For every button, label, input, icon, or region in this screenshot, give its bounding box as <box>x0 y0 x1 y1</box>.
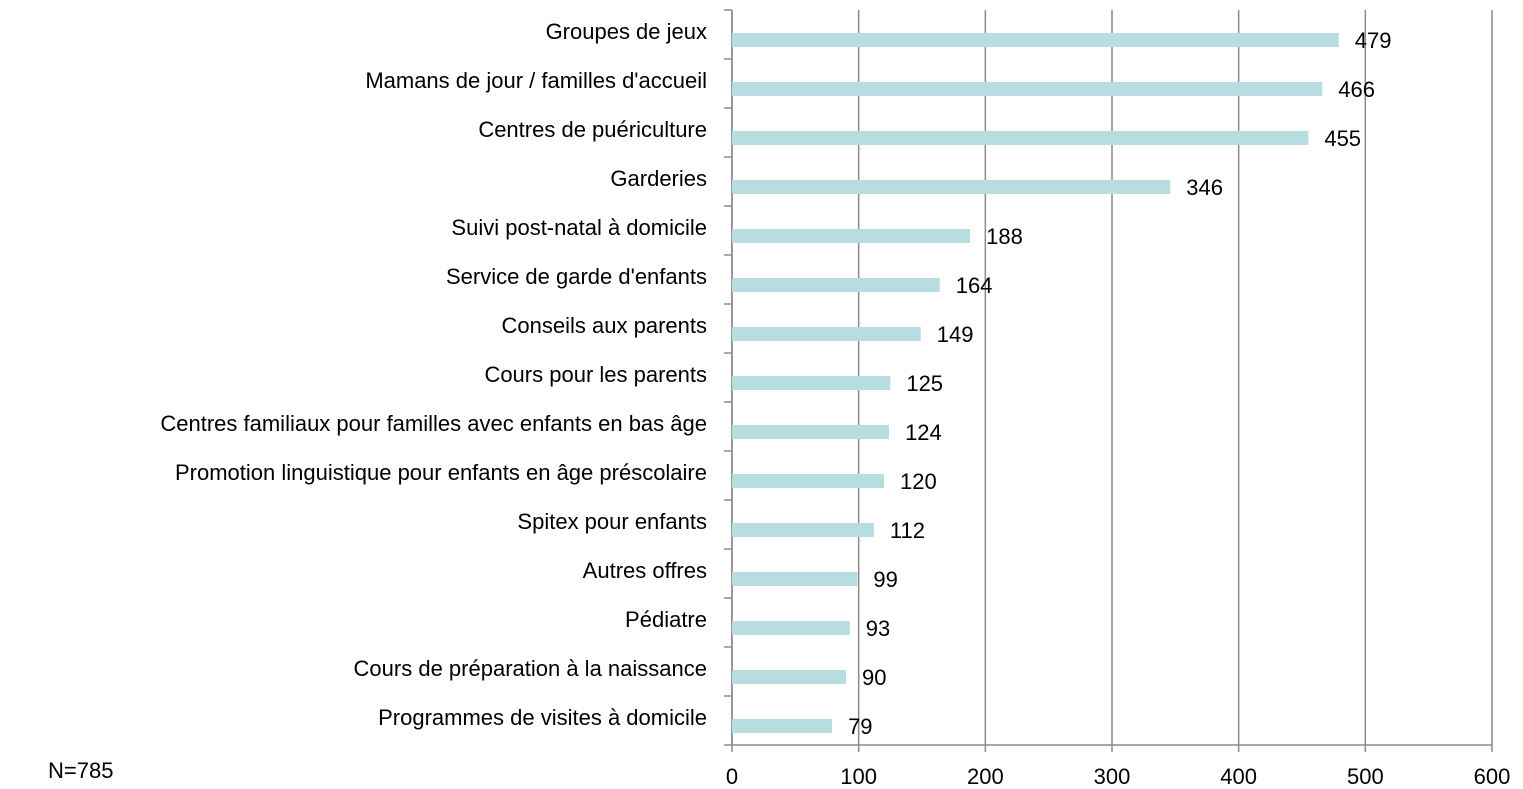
value-label: 164 <box>956 273 993 298</box>
y-tick-label: Groupes de jeux <box>546 19 707 44</box>
value-label: 124 <box>905 420 942 445</box>
y-tick-label: Pédiatre <box>625 607 707 632</box>
bar <box>732 572 858 586</box>
value-label: 455 <box>1324 126 1361 151</box>
y-tick-label: Centres de puériculture <box>478 117 707 142</box>
y-tick-label: Programmes de visites à domicile <box>378 705 707 730</box>
bar <box>732 670 846 684</box>
bar <box>732 719 833 733</box>
x-tick-label: 100 <box>840 764 877 789</box>
bar <box>732 523 874 537</box>
y-tick-label: Mamans de jour / familles d'accueil <box>365 68 707 93</box>
value-label: 479 <box>1355 28 1392 53</box>
value-label: 93 <box>866 616 890 641</box>
value-label: 149 <box>937 322 974 347</box>
y-tick-label: Garderies <box>610 166 707 191</box>
value-label: 99 <box>873 567 897 592</box>
bar <box>732 33 1339 47</box>
y-tick-label: Conseils aux parents <box>502 313 707 338</box>
y-tick-label: Cours de préparation à la naissance <box>354 656 707 681</box>
bar <box>732 425 890 439</box>
value-label: 346 <box>1186 175 1223 200</box>
bar <box>732 621 850 635</box>
value-label: 188 <box>986 224 1023 249</box>
y-tick-label: Cours pour les parents <box>484 362 707 387</box>
x-tick-label: 200 <box>967 764 1004 789</box>
y-tick-label: Spitex pour enfants <box>517 509 707 534</box>
bar <box>732 474 884 488</box>
bar <box>732 229 971 243</box>
value-label: 79 <box>848 714 872 739</box>
value-label: 125 <box>906 371 943 396</box>
x-tick-label: 600 <box>1474 764 1511 789</box>
x-tick-label: 500 <box>1347 764 1384 789</box>
y-tick-label: Centres familiaux pour familles avec enf… <box>160 411 707 436</box>
y-tick-label: Service de garde d'enfants <box>446 264 707 289</box>
bar <box>732 327 921 341</box>
value-label: 112 <box>890 518 925 543</box>
y-tick-label: Suivi post-natal à domicile <box>451 215 707 240</box>
x-tick-label: 300 <box>1094 764 1131 789</box>
bar <box>732 131 1309 145</box>
bar <box>732 376 891 390</box>
y-tick-label: Autres offres <box>583 558 707 583</box>
y-tick-label: Promotion linguistique pour enfants en â… <box>175 460 707 485</box>
x-tick-label: 400 <box>1220 764 1257 789</box>
bar <box>732 82 1323 96</box>
value-label: 120 <box>900 469 937 494</box>
bar <box>732 180 1171 194</box>
value-label: 90 <box>862 665 886 690</box>
value-label: 466 <box>1338 77 1375 102</box>
bar <box>732 278 940 292</box>
x-tick-label: 0 <box>726 764 738 789</box>
annotation: N=785 <box>48 758 113 783</box>
